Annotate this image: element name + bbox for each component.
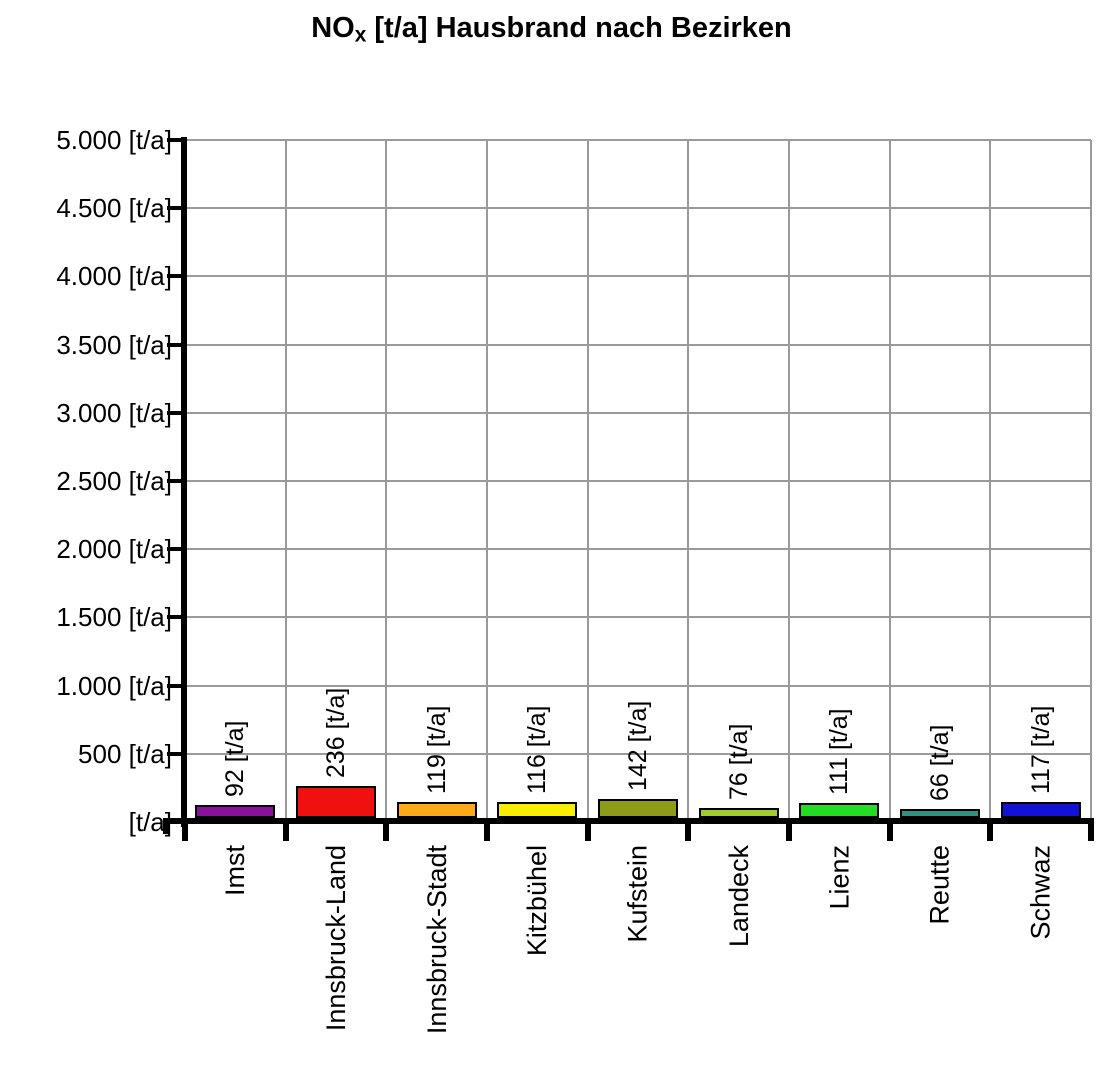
x-axis-label: Kitzbühel bbox=[522, 845, 553, 957]
y-axis-tick bbox=[167, 820, 181, 824]
vertical-gridline bbox=[284, 140, 287, 818]
x-axis-tick bbox=[886, 824, 893, 841]
y-axis-tick bbox=[167, 479, 181, 483]
horizontal-gridline bbox=[185, 752, 1091, 755]
vertical-gridline bbox=[586, 140, 589, 818]
bar-value-label: 111 [t/a] bbox=[825, 708, 854, 795]
x-axis-label: Schwaz bbox=[1025, 845, 1056, 940]
x-axis-label: Landeck bbox=[723, 845, 754, 948]
y-axis-label: 500 [t/a] bbox=[78, 738, 172, 769]
x-axis-tick bbox=[987, 824, 994, 841]
x-axis-tick bbox=[685, 824, 692, 841]
x-axis-tick bbox=[786, 824, 792, 841]
x-axis-label: Kufstein bbox=[623, 845, 653, 943]
bar-value-label: 119 [t/a] bbox=[422, 705, 451, 795]
y-axis-tick bbox=[167, 410, 181, 415]
y-axis-tick bbox=[167, 547, 181, 552]
chart-title-subscript: x bbox=[354, 23, 367, 47]
bar-reutte bbox=[900, 809, 980, 818]
vertical-gridline bbox=[1090, 140, 1092, 818]
y-axis-label: 5.000 [t/a] bbox=[56, 125, 172, 155]
y-axis-label: 1.000 [t/a] bbox=[56, 670, 172, 701]
x-axis-label: Imst bbox=[220, 845, 251, 896]
x-axis-label: Innsbruck-Stadt bbox=[421, 845, 452, 1035]
y-axis-label: 2.000 [t/a] bbox=[56, 534, 172, 565]
x-axis-end-tick bbox=[163, 824, 169, 834]
bar-value-label: 92 [t/a] bbox=[221, 720, 250, 797]
x-axis-tick bbox=[383, 824, 390, 841]
y-axis-label: 4.000 [t/a] bbox=[56, 261, 172, 292]
horizontal-gridline bbox=[185, 411, 1091, 414]
y-axis-tick bbox=[167, 274, 181, 279]
x-axis-tick bbox=[584, 824, 591, 841]
bar-value-label: 236 [t/a] bbox=[322, 687, 350, 778]
vertical-gridline bbox=[788, 140, 790, 818]
horizontal-gridline bbox=[185, 480, 1091, 482]
horizontal-gridline bbox=[185, 139, 1091, 141]
horizontal-gridline bbox=[185, 207, 1091, 210]
x-axis-tick bbox=[484, 824, 490, 841]
y-axis-label: 1.500 [t/a] bbox=[56, 602, 172, 633]
horizontal-gridline bbox=[185, 616, 1091, 619]
horizontal-gridline bbox=[185, 275, 1091, 278]
y-axis-label: 3.500 [t/a] bbox=[56, 329, 172, 360]
bar-innsbruck-stadt bbox=[396, 802, 477, 818]
bar-value-label: 116 [t/a] bbox=[523, 705, 552, 795]
bar-value-label: 66 [t/a] bbox=[926, 724, 954, 801]
y-axis-tick bbox=[167, 751, 181, 756]
y-axis-tick bbox=[167, 342, 181, 347]
vertical-gridline bbox=[888, 140, 891, 818]
x-axis-label: Reutte bbox=[925, 845, 955, 925]
x-axis-tick bbox=[182, 824, 188, 841]
chart-title: NOx [t/a] Hausbrand nach Bezirken bbox=[0, 12, 1103, 48]
bar-kitzb-hel bbox=[497, 802, 578, 818]
vertical-gridline bbox=[385, 140, 388, 818]
x-axis-tick bbox=[1088, 824, 1094, 841]
vertical-gridline bbox=[486, 140, 488, 818]
y-axis-label: [t/a] bbox=[128, 807, 172, 837]
bar-innsbruck-land bbox=[296, 786, 376, 818]
y-axis-label: 3.000 [t/a] bbox=[56, 397, 172, 428]
chart-title-rest: [t/a] Hausbrand nach Bezirken bbox=[366, 12, 792, 44]
vertical-gridline bbox=[989, 140, 992, 818]
x-axis-tick bbox=[282, 824, 289, 841]
horizontal-gridline bbox=[185, 684, 1091, 687]
x-axis-label: Lienz bbox=[824, 845, 855, 910]
chart-title-prefix: NO bbox=[311, 12, 355, 44]
y-axis-tick bbox=[167, 683, 181, 688]
y-axis-tick bbox=[167, 615, 181, 620]
horizontal-gridline bbox=[185, 343, 1091, 346]
bar-value-label: 142 [t/a] bbox=[624, 700, 652, 791]
y-axis-tick bbox=[167, 138, 181, 142]
horizontal-gridline bbox=[185, 548, 1091, 551]
vertical-gridline bbox=[687, 140, 690, 818]
bar-imst bbox=[195, 805, 276, 818]
bar-value-label: 76 [t/a] bbox=[724, 723, 753, 800]
bar-lienz bbox=[799, 803, 880, 818]
x-axis-label: Innsbruck-Land bbox=[321, 845, 351, 1032]
bar-landeck bbox=[698, 808, 779, 818]
y-axis-tick bbox=[167, 206, 181, 211]
y-axis-line bbox=[181, 137, 187, 827]
bar-schwaz bbox=[1000, 802, 1081, 818]
bar-kufstein bbox=[598, 799, 678, 818]
y-axis-label: 4.500 [t/a] bbox=[56, 193, 172, 224]
y-axis-label: 2.500 [t/a] bbox=[56, 466, 172, 496]
x-axis-line bbox=[163, 818, 1094, 824]
bar-value-label: 117 [t/a] bbox=[1026, 705, 1055, 795]
